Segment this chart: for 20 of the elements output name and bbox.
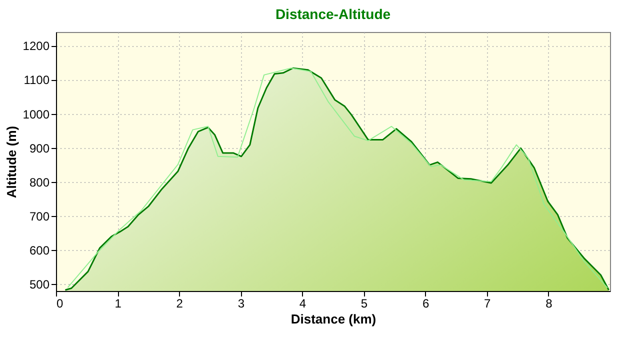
y-axis-title: Altitude (m) xyxy=(4,126,19,198)
x-tick-label: 6 xyxy=(422,296,430,310)
x-tick-label: 0 xyxy=(56,296,64,310)
y-tick-label: 1200 xyxy=(22,39,50,54)
y-tick-label: 500 xyxy=(29,278,50,292)
y-tick-label: 700 xyxy=(29,210,50,224)
x-tick-label: 2 xyxy=(176,296,184,310)
x-tick-label: 1 xyxy=(114,296,122,310)
y-tick-label: 1000 xyxy=(22,107,50,122)
y-tick-label: 600 xyxy=(29,244,50,258)
x-tick-label: 8 xyxy=(546,296,553,310)
x-tick-label: 3 xyxy=(238,296,245,310)
x-axis-title: Distance (km) xyxy=(290,312,376,326)
chart-title: Distance-Altitude xyxy=(275,6,391,22)
y-tick-label: 800 xyxy=(29,175,50,190)
y-tick-label: 1100 xyxy=(24,73,50,88)
y-tick-label: 900 xyxy=(29,141,50,156)
x-tick-label: 7 xyxy=(484,296,492,310)
x-tick-label: 4 xyxy=(299,296,306,310)
x-tick-label: 5 xyxy=(360,296,368,310)
